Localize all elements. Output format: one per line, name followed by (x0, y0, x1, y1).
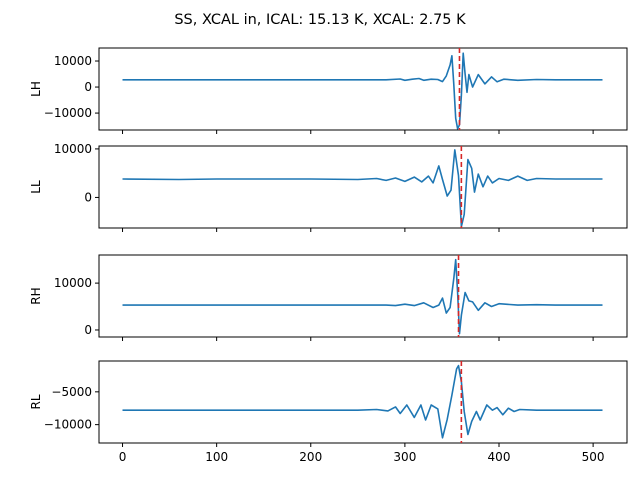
axes-frame (98, 254, 628, 338)
x-tick-label: 400 (488, 450, 511, 464)
y-axis-label: RH (29, 287, 43, 304)
series-line (122, 258, 603, 335)
axes-frame (98, 145, 628, 229)
subplots: −10000 0 10000 LH 0 10000 LL 0 10000 RH −10000 −500… (29, 47, 628, 464)
subplot-rl: −10000 −5000 0 100 200 300 400 500 RL (29, 360, 628, 464)
x-tick-label: 500 (582, 450, 605, 464)
x-tick-label: 200 (299, 450, 322, 464)
axes-frame (98, 360, 628, 444)
series-line (122, 52, 603, 130)
y-axis-label: LL (29, 180, 43, 194)
y-tick-label: 0 (84, 190, 92, 204)
y-tick-label: 10000 (54, 276, 92, 290)
series-line (122, 364, 603, 439)
subplot-rh: 0 10000 RH (29, 254, 628, 341)
subplot-ll: 0 10000 LL (29, 142, 628, 232)
x-tick-label: 300 (393, 450, 416, 464)
y-tick-label: 0 (84, 80, 92, 94)
y-tick-label: −5000 (51, 385, 92, 399)
series-line (122, 149, 603, 228)
y-tick-label: 10000 (54, 54, 92, 68)
y-axis-label: RL (29, 394, 43, 409)
y-tick-label: 10000 (54, 142, 92, 156)
y-tick-label: −10000 (44, 106, 92, 120)
axes-frame (98, 47, 628, 131)
y-tick-label: 0 (84, 323, 92, 337)
subplot-lh: −10000 0 10000 LH (29, 47, 628, 134)
y-tick-label: −10000 (44, 418, 92, 432)
x-tick-label: 0 (119, 450, 127, 464)
y-axis-label: LH (29, 81, 43, 97)
figure-title: SS, XCAL in, ICAL: 15.13 K, XCAL: 2.75 K (174, 12, 466, 28)
x-tick-label: 100 (205, 450, 228, 464)
